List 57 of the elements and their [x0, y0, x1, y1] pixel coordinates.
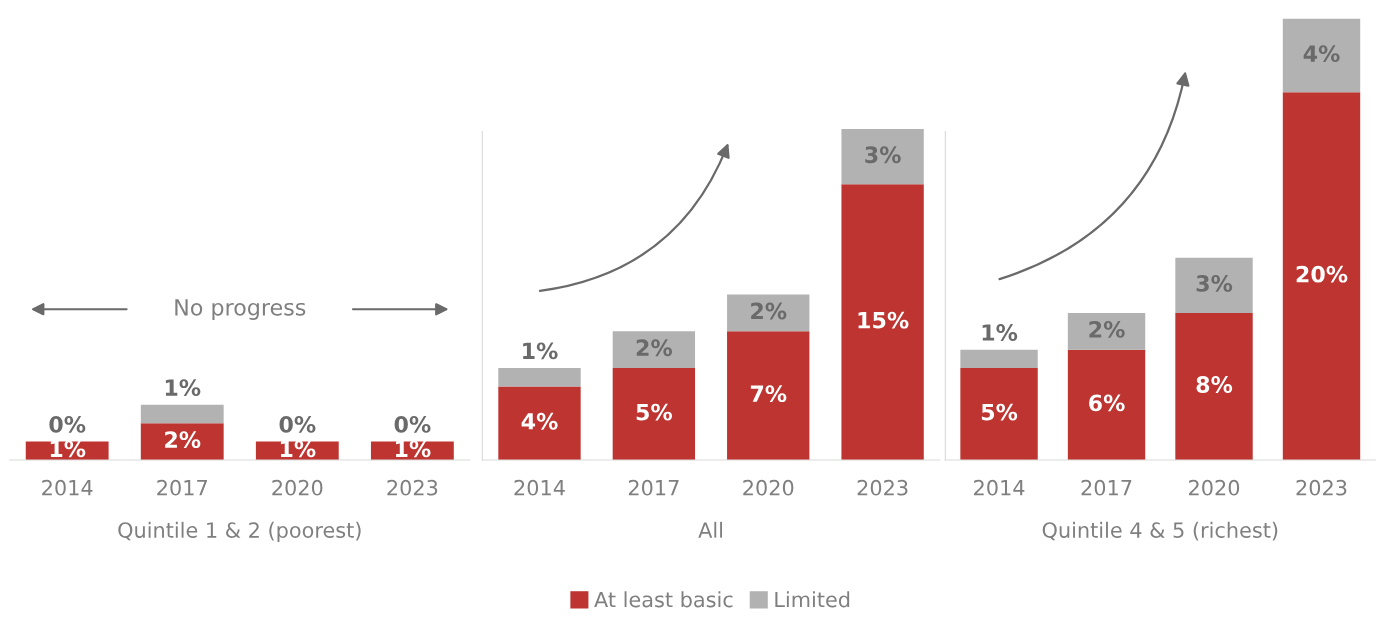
bar: [841, 184, 924, 460]
bar: [960, 368, 1038, 460]
x-tick-label: 2014: [42, 479, 93, 496]
bar: [727, 331, 810, 460]
x-tick-label: 2023: [387, 479, 438, 496]
data-label: 0%: [49, 416, 86, 433]
bar: [1175, 312, 1253, 460]
data-label: 6%: [1089, 394, 1125, 412]
x-tick-label: 2017: [157, 479, 207, 496]
bar: [1282, 18, 1361, 93]
x-tick-label: 2020: [1189, 479, 1240, 496]
data-label: 0%: [279, 416, 316, 433]
data-label: 4%: [1303, 45, 1340, 63]
data-label: 2%: [165, 431, 201, 449]
data-label: 5%: [636, 403, 673, 421]
bar: [498, 386, 581, 460]
data-label: 1%: [280, 440, 316, 458]
bar: [960, 349, 1038, 369]
x-tick-label: 2014: [514, 479, 565, 496]
text: No progress: [175, 299, 306, 320]
data-label: 2%: [751, 302, 787, 320]
bar: [1067, 349, 1146, 460]
data-label: 4%: [521, 412, 558, 430]
x-tick-label: 2023: [857, 479, 908, 496]
bar: [498, 368, 581, 387]
x-tick-label: 2023: [1296, 479, 1347, 496]
data-label: 2%: [636, 339, 673, 357]
data-label: 8%: [1196, 376, 1233, 393]
data-label: 7%: [750, 385, 787, 403]
data-label: 1%: [396, 440, 431, 458]
x-axis-title: All: [698, 521, 723, 538]
legend-label: Limited: [775, 591, 850, 608]
x-tick-label: 2014: [974, 479, 1025, 496]
x-tick-label: 2017: [628, 479, 679, 496]
bar: [1282, 92, 1361, 460]
data-label: 3%: [865, 146, 901, 164]
bar: [612, 368, 696, 460]
data-label: 15%: [858, 311, 909, 329]
bar: [1175, 257, 1253, 313]
data-label: 1%: [50, 440, 86, 458]
x-tick-label: 2020: [272, 479, 323, 496]
data-label: 20%: [1296, 265, 1348, 283]
bar: [612, 331, 696, 369]
data-label: 0%: [394, 416, 431, 433]
data-label: 1%: [523, 342, 558, 360]
data-label: 2%: [1089, 320, 1125, 338]
legend-label: At least basic: [594, 591, 733, 608]
x-axis-title: Quintile 4 & 5 (richest): [1042, 521, 1278, 541]
x-axis-title: Quintile 1 & 2 (poorest): [118, 521, 361, 542]
x-tick-label: 2020: [743, 479, 794, 496]
data-label: 1%: [165, 379, 201, 397]
bar: [1067, 312, 1146, 350]
data-label: 1%: [982, 324, 1018, 341]
data-label: 3%: [1196, 275, 1233, 292]
x-tick-label: 2017: [1081, 479, 1132, 496]
data-label: 5%: [981, 403, 1018, 421]
bar: [841, 129, 924, 185]
